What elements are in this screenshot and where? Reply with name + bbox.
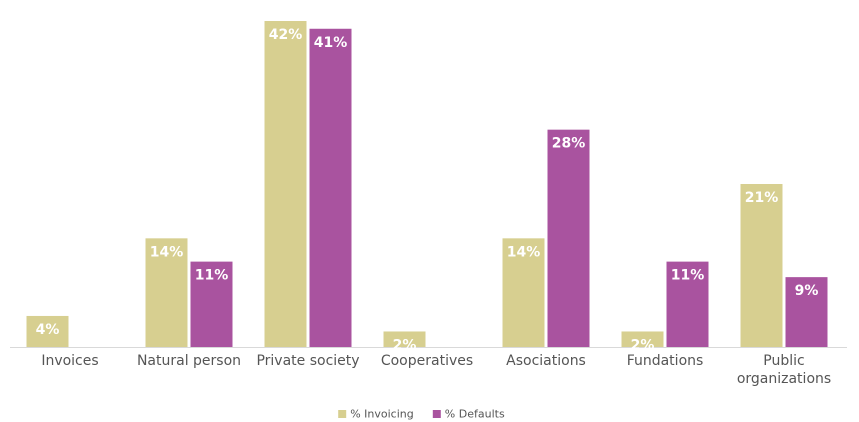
x-tick-label: Invoices	[41, 353, 99, 369]
x-tick-label: Public organizations	[736, 353, 832, 387]
legend-label: % Invoicing	[350, 408, 414, 421]
bar	[383, 331, 426, 347]
bar	[621, 331, 664, 347]
value-label: 9%	[795, 283, 819, 299]
bar	[785, 277, 828, 347]
value-label: 4%	[36, 322, 60, 338]
x-tick-label: Asociations	[506, 353, 586, 369]
bar	[264, 21, 307, 347]
value-label: 11%	[195, 268, 229, 284]
value-label: 11%	[671, 268, 705, 284]
bar	[502, 238, 545, 347]
bar	[309, 28, 352, 348]
value-label: 41%	[314, 35, 348, 51]
bar	[666, 261, 709, 347]
value-label: 28%	[552, 136, 586, 152]
value-label: 2%	[393, 337, 417, 353]
value-label: 21%	[745, 190, 779, 206]
x-tick-label: Cooperatives	[380, 353, 474, 369]
bar	[26, 315, 69, 347]
legend-swatch	[432, 410, 441, 418]
bar	[547, 129, 590, 347]
bar	[740, 184, 783, 347]
x-tick-label: Private society	[256, 353, 360, 369]
bar	[145, 238, 188, 347]
value-label: 2%	[631, 337, 655, 353]
value-label: 42%	[269, 27, 303, 43]
bar	[190, 261, 233, 347]
legend-swatch	[338, 410, 347, 418]
value-label: 14%	[150, 244, 184, 260]
value-label: 14%	[507, 244, 541, 260]
x-tick-label: Natural person	[136, 353, 242, 369]
x-tick-label: Fundations	[626, 353, 704, 369]
legend-label: % Defaults	[445, 408, 505, 421]
